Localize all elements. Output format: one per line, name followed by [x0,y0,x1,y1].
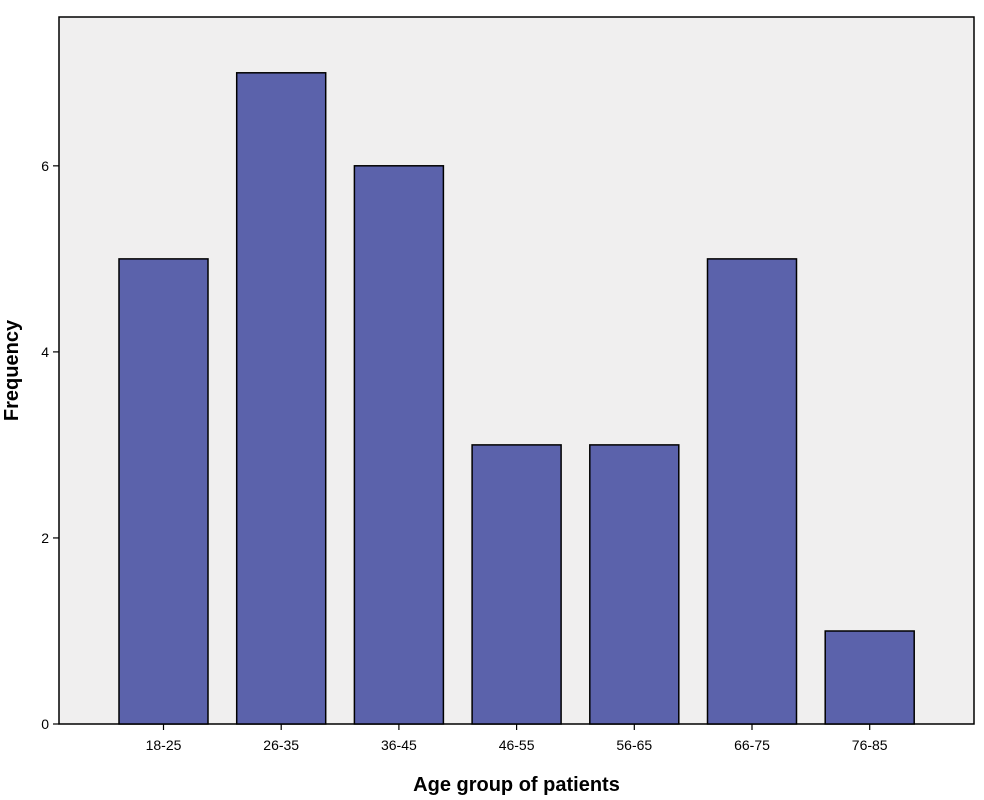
bars-group [118,72,915,725]
y-axis-title: Frequency [1,319,23,421]
bar-76-85 [824,630,915,725]
x-tick-label: 66-75 [734,737,770,753]
bar-66-75 [706,258,798,725]
x-tick-label: 18-25 [146,737,182,753]
y-tick-label: 6 [41,158,49,174]
x-tick-label: 26-35 [263,737,299,753]
bar-46-55 [471,444,562,725]
y-tick-label: 2 [41,530,49,546]
x-axis-title: Age group of patients [413,774,620,796]
bar-18-25 [118,258,209,725]
bar-26-35 [235,72,327,725]
x-tick-label: 76-85 [852,737,888,753]
x-tick-label: 56-65 [616,737,652,753]
x-tick-label: 36-45 [381,737,417,753]
bar-56-65 [589,444,680,725]
y-tick-label: 4 [41,344,49,360]
y-axis: 0 2 4 6 [41,158,59,732]
x-tick-label: 46-55 [499,737,535,753]
bar-36-45 [353,165,445,725]
y-tick-label: 0 [41,716,49,732]
x-axis: 18-25 26-35 36-45 46-55 56-65 66-75 76-85 [146,724,888,753]
